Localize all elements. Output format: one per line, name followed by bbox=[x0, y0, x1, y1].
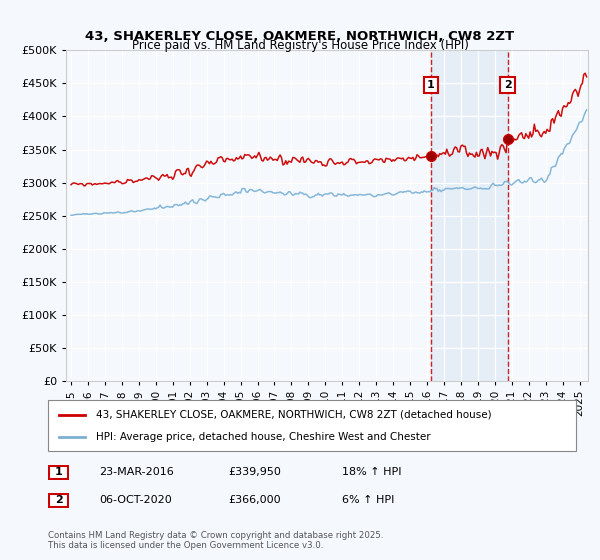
Text: 1: 1 bbox=[55, 468, 62, 477]
Text: Price paid vs. HM Land Registry's House Price Index (HPI): Price paid vs. HM Land Registry's House … bbox=[131, 39, 469, 53]
Text: 23-MAR-2016: 23-MAR-2016 bbox=[99, 467, 174, 477]
Text: 43, SHAKERLEY CLOSE, OAKMERE, NORTHWICH, CW8 2ZT (detached house): 43, SHAKERLEY CLOSE, OAKMERE, NORTHWICH,… bbox=[95, 409, 491, 419]
Text: 06-OCT-2020: 06-OCT-2020 bbox=[99, 495, 172, 505]
FancyBboxPatch shape bbox=[49, 493, 68, 507]
Text: HPI: Average price, detached house, Cheshire West and Chester: HPI: Average price, detached house, Ches… bbox=[95, 432, 430, 442]
Text: Contains HM Land Registry data © Crown copyright and database right 2025.
This d: Contains HM Land Registry data © Crown c… bbox=[48, 530, 383, 550]
Text: 18% ↑ HPI: 18% ↑ HPI bbox=[342, 467, 401, 477]
Text: £366,000: £366,000 bbox=[228, 495, 281, 505]
Text: £339,950: £339,950 bbox=[228, 467, 281, 477]
FancyBboxPatch shape bbox=[49, 465, 68, 479]
Bar bbox=[431, 50, 508, 381]
Text: 43, SHAKERLEY CLOSE, OAKMERE, NORTHWICH, CW8 2ZT: 43, SHAKERLEY CLOSE, OAKMERE, NORTHWICH,… bbox=[85, 30, 515, 43]
FancyBboxPatch shape bbox=[48, 400, 576, 451]
Text: 2: 2 bbox=[504, 80, 512, 90]
Text: 1: 1 bbox=[427, 80, 434, 90]
Text: 2: 2 bbox=[55, 496, 62, 505]
Text: 6% ↑ HPI: 6% ↑ HPI bbox=[342, 495, 394, 505]
